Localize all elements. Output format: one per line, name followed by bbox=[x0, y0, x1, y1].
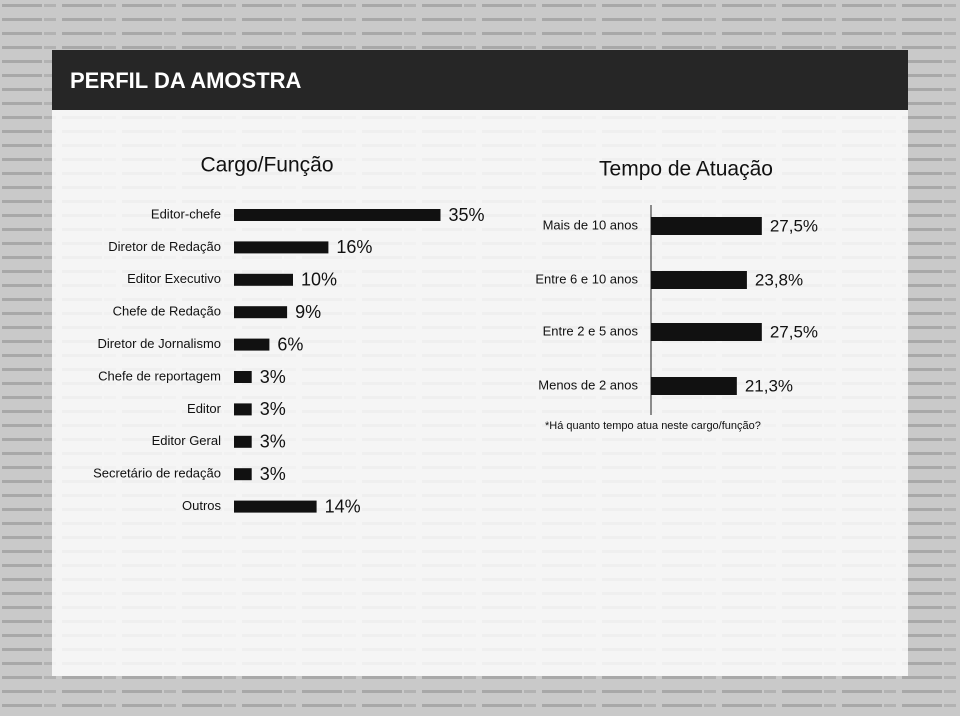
value-label: 3% bbox=[260, 399, 286, 419]
category-label: Secretário de redação bbox=[93, 466, 221, 481]
category-label: Diretor de Redação bbox=[108, 239, 221, 254]
value-label: 6% bbox=[277, 334, 303, 354]
value-label: 14% bbox=[325, 496, 361, 516]
bar bbox=[234, 468, 252, 481]
bar bbox=[234, 338, 270, 351]
bar bbox=[234, 500, 317, 513]
category-label: Diretor de Jornalismo bbox=[97, 336, 221, 351]
category-label: Entre 6 e 10 anos bbox=[535, 271, 638, 286]
bar bbox=[234, 209, 441, 221]
chart-title: Tempo de Atuação bbox=[599, 158, 773, 181]
category-label: Outros bbox=[182, 498, 222, 513]
value-label: 21,3% bbox=[745, 376, 793, 395]
category-label: Mais de 10 anos bbox=[543, 217, 639, 232]
category-label: Editor Geral bbox=[152, 433, 221, 448]
value-label: 27,5% bbox=[770, 216, 818, 235]
category-label: Chefe de reportagem bbox=[98, 368, 221, 383]
value-label: 10% bbox=[301, 270, 337, 290]
category-label: Chefe de Redação bbox=[113, 304, 221, 319]
header-bar bbox=[52, 50, 908, 110]
value-label: 35% bbox=[449, 205, 485, 225]
header-title: PERFIL DA AMOSTRA bbox=[70, 68, 302, 93]
value-label: 16% bbox=[336, 237, 372, 257]
bar bbox=[234, 371, 252, 383]
value-label: 27,5% bbox=[770, 322, 818, 341]
value-label: 3% bbox=[260, 432, 286, 452]
value-label: 3% bbox=[260, 367, 286, 387]
value-label: 3% bbox=[260, 464, 286, 484]
bar bbox=[651, 271, 747, 289]
category-label: Editor Executivo bbox=[127, 271, 221, 286]
bar bbox=[234, 435, 252, 448]
bar bbox=[651, 377, 737, 395]
category-label: Editor-chefe bbox=[151, 206, 221, 221]
value-label: 23,8% bbox=[755, 270, 803, 289]
chart-title: Cargo/Função bbox=[200, 154, 333, 177]
bar bbox=[651, 323, 762, 341]
category-label: Editor bbox=[187, 401, 222, 416]
category-label: Menos de 2 anos bbox=[538, 377, 638, 392]
bar bbox=[234, 306, 288, 319]
bar bbox=[234, 241, 329, 254]
value-label: 9% bbox=[295, 302, 321, 322]
category-label: Entre 2 e 5 anos bbox=[543, 323, 639, 338]
footnote: *Há quanto tempo atua neste cargo/função… bbox=[545, 420, 761, 432]
bar bbox=[234, 403, 252, 416]
bar bbox=[651, 217, 762, 235]
content-panel bbox=[52, 50, 908, 676]
bar bbox=[234, 273, 293, 286]
